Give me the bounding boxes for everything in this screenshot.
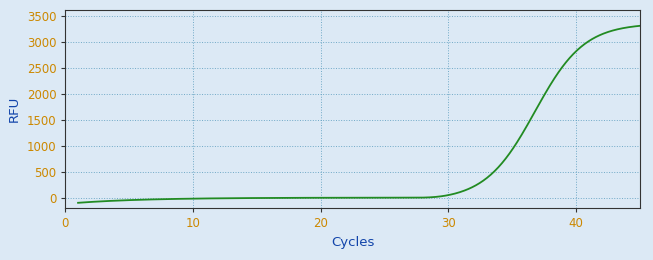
Y-axis label: RFU: RFU [8,96,21,122]
X-axis label: Cycles: Cycles [331,236,374,249]
